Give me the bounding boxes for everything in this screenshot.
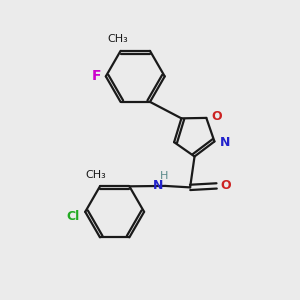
Text: CH₃: CH₃ [107,34,128,44]
Text: O: O [212,110,222,123]
Text: N: N [220,136,230,149]
Text: O: O [220,179,231,192]
Text: F: F [92,69,101,83]
Text: Cl: Cl [67,210,80,223]
Text: CH₃: CH₃ [85,170,106,180]
Text: N: N [153,179,164,192]
Text: H: H [159,172,168,182]
